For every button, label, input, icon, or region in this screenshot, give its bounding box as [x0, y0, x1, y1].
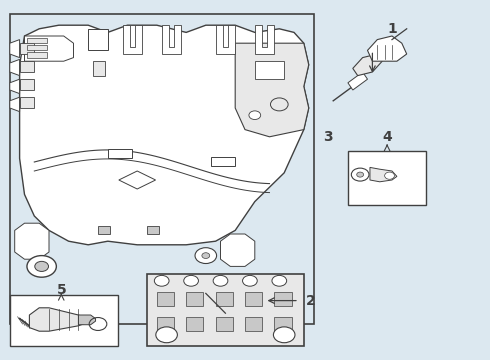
Polygon shape: [29, 308, 88, 331]
Polygon shape: [20, 25, 309, 245]
Bar: [10, 14, 314, 324]
Polygon shape: [370, 167, 397, 182]
Text: 5: 5: [56, 283, 66, 297]
Text: 4: 4: [382, 130, 392, 144]
Circle shape: [273, 327, 295, 343]
Bar: [216, 292, 233, 306]
Circle shape: [351, 168, 369, 181]
Bar: [98, 226, 110, 234]
Bar: [147, 274, 304, 346]
Circle shape: [270, 98, 288, 111]
Polygon shape: [15, 223, 49, 259]
Polygon shape: [10, 79, 20, 94]
Polygon shape: [255, 25, 274, 54]
Bar: [274, 292, 292, 306]
Bar: [157, 292, 174, 306]
Polygon shape: [78, 315, 96, 325]
Bar: [211, 157, 235, 166]
Circle shape: [357, 172, 364, 177]
Bar: [20, 79, 34, 90]
Bar: [186, 317, 203, 331]
Bar: [186, 292, 203, 306]
Polygon shape: [353, 54, 382, 76]
Bar: [10, 295, 118, 346]
Circle shape: [156, 327, 177, 343]
Bar: [157, 317, 174, 331]
Text: 1: 1: [387, 22, 397, 36]
Text: 3: 3: [323, 130, 333, 144]
Circle shape: [202, 253, 210, 258]
Polygon shape: [24, 36, 74, 61]
Polygon shape: [216, 25, 235, 54]
Bar: [27, 52, 47, 58]
Bar: [20, 43, 34, 54]
Circle shape: [249, 111, 261, 120]
Circle shape: [272, 275, 287, 286]
Text: 2: 2: [306, 294, 316, 308]
Bar: [20, 97, 34, 108]
Bar: [93, 61, 105, 76]
Circle shape: [154, 275, 169, 286]
Bar: [245, 317, 262, 331]
Polygon shape: [10, 40, 20, 58]
Circle shape: [195, 248, 217, 264]
Polygon shape: [220, 234, 255, 266]
Bar: [216, 317, 233, 331]
Circle shape: [27, 256, 56, 277]
Bar: [274, 317, 292, 331]
Bar: [147, 226, 159, 234]
Bar: [245, 292, 262, 306]
Bar: [348, 151, 426, 205]
Bar: [27, 45, 47, 50]
Circle shape: [385, 172, 394, 179]
Circle shape: [184, 275, 198, 286]
Circle shape: [213, 275, 228, 286]
Polygon shape: [368, 36, 407, 61]
Polygon shape: [162, 25, 181, 54]
Polygon shape: [10, 59, 20, 76]
Circle shape: [35, 261, 49, 271]
Polygon shape: [122, 25, 142, 54]
Polygon shape: [348, 72, 368, 90]
Bar: [108, 149, 132, 158]
Circle shape: [243, 275, 257, 286]
Polygon shape: [119, 171, 156, 189]
Bar: [255, 61, 284, 79]
Polygon shape: [235, 43, 309, 137]
Polygon shape: [10, 97, 20, 112]
Bar: [88, 29, 108, 50]
Bar: [27, 38, 47, 43]
Bar: [20, 61, 34, 72]
